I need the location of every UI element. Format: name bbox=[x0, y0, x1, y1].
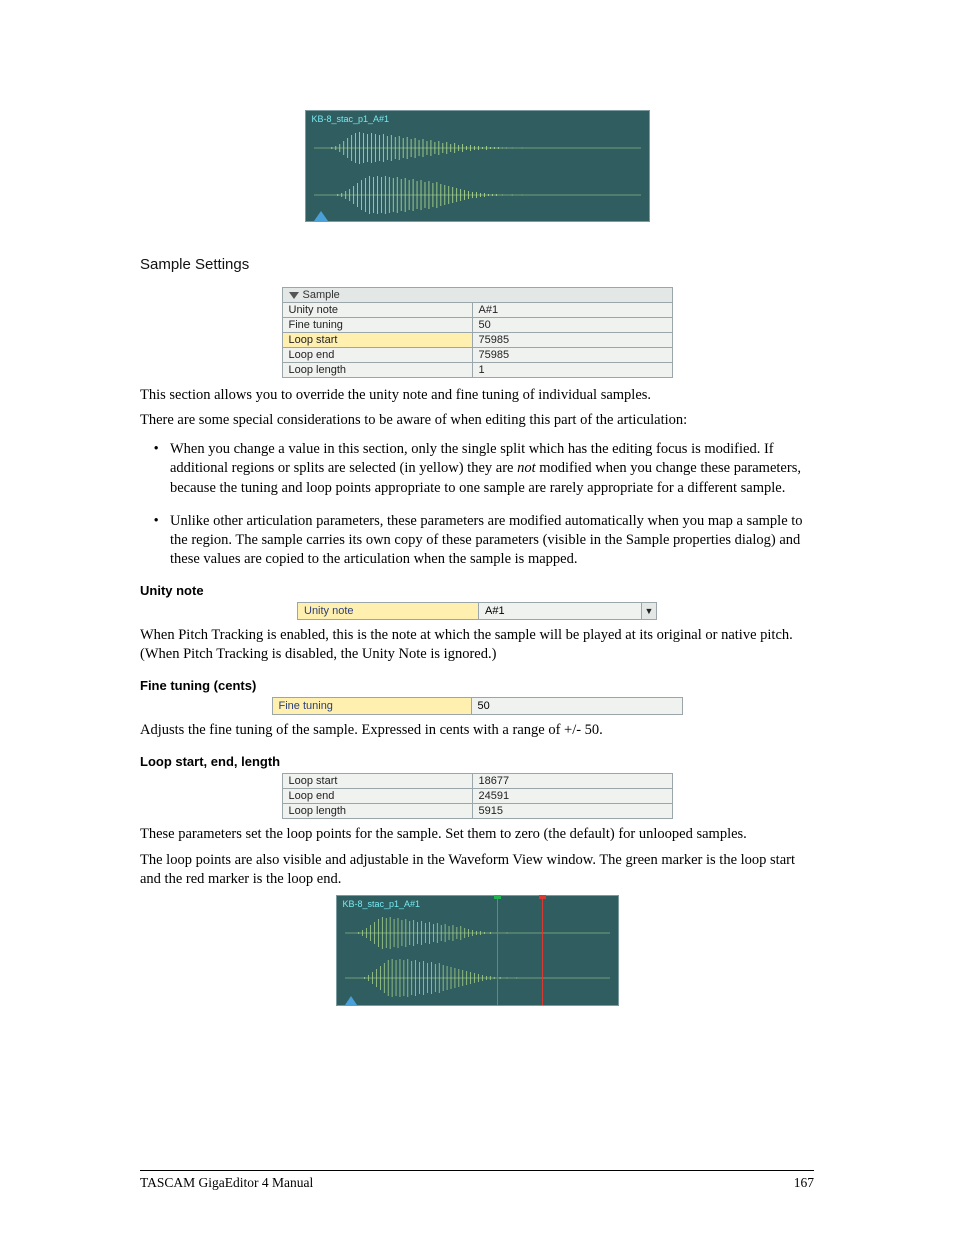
waveform-track-lower bbox=[345, 958, 610, 998]
loop-end-cap-icon bbox=[539, 895, 546, 899]
loop-row-value[interactable]: 5915 bbox=[472, 804, 672, 819]
collapse-triangle-icon[interactable] bbox=[289, 292, 299, 299]
waveform-track-upper bbox=[314, 131, 641, 165]
page-number: 167 bbox=[794, 1175, 814, 1191]
paragraph: The loop points are also visible and adj… bbox=[140, 851, 814, 889]
footer-title: TASCAM GigaEditor 4 Manual bbox=[140, 1175, 313, 1191]
sample-table-header-label: Sample bbox=[303, 289, 340, 301]
loop-start-marker[interactable] bbox=[497, 896, 498, 1005]
unity-note-widget: Unity note A#1 ▼ bbox=[297, 602, 657, 620]
loop-row-value[interactable]: 24591 bbox=[472, 789, 672, 804]
sample-row-value[interactable]: 75985 bbox=[472, 333, 672, 348]
bullet-item: When you change a value in this section,… bbox=[166, 440, 814, 497]
sample-row-label: Loop length bbox=[282, 363, 472, 378]
loop-row-label: Loop end bbox=[282, 789, 472, 804]
loop-row-label: Loop start bbox=[282, 774, 472, 789]
sample-row-label: Fine tuning bbox=[282, 318, 472, 333]
sample-row-value[interactable]: 75985 bbox=[472, 348, 672, 363]
loop-row-label: Loop length bbox=[282, 804, 472, 819]
unity-note-dropdown-button[interactable]: ▼ bbox=[642, 603, 657, 620]
loop-table: Loop start18677Loop end24591Loop length5… bbox=[282, 773, 673, 819]
bullet-list: When you change a value in this section,… bbox=[166, 440, 814, 569]
waveform-track-upper bbox=[345, 916, 610, 950]
playhead-marker-icon bbox=[345, 996, 357, 1005]
waveform-label: KB-8_stac_p1_A#1 bbox=[312, 114, 390, 124]
paragraph: These parameters set the loop points for… bbox=[140, 825, 814, 844]
sample-row-label: Loop start bbox=[282, 333, 472, 348]
fine-tuning-label: Fine tuning bbox=[272, 698, 471, 715]
page-footer: TASCAM GigaEditor 4 Manual 167 bbox=[140, 1170, 814, 1191]
sample-row-label: Loop end bbox=[282, 348, 472, 363]
section-heading-sample-settings: Sample Settings bbox=[140, 256, 814, 273]
loop-start-cap-icon bbox=[494, 895, 501, 899]
loop-end-marker[interactable] bbox=[542, 896, 543, 1005]
waveform-panel-bottom: KB-8_stac_p1_A#1 bbox=[336, 895, 619, 1006]
waveform-track-lower bbox=[314, 175, 641, 215]
bullet-item: Unlike other articulation parameters, th… bbox=[166, 512, 814, 569]
sample-row-label: Unity note bbox=[282, 303, 472, 318]
loop-row-value[interactable]: 18677 bbox=[472, 774, 672, 789]
waveform-label: KB-8_stac_p1_A#1 bbox=[343, 899, 421, 909]
subheading-fine-tuning: Fine tuning (cents) bbox=[140, 678, 814, 693]
sample-row-value[interactable]: A#1 bbox=[472, 303, 672, 318]
waveform-panel-top: KB-8_stac_p1_A#1 bbox=[305, 110, 650, 222]
sample-row-value[interactable]: 1 bbox=[472, 363, 672, 378]
paragraph: There are some special considerations to… bbox=[140, 411, 814, 430]
unity-note-value[interactable]: A#1 bbox=[479, 603, 642, 620]
playhead-marker-icon bbox=[314, 211, 328, 221]
sample-row-value[interactable]: 50 bbox=[472, 318, 672, 333]
unity-note-label: Unity note bbox=[298, 603, 479, 620]
sample-settings-table: Sample Unity noteA#1Fine tuning50Loop st… bbox=[282, 287, 673, 378]
paragraph: When Pitch Tracking is enabled, this is … bbox=[140, 626, 814, 664]
fine-tuning-widget: Fine tuning 50 bbox=[272, 697, 683, 715]
paragraph: This section allows you to override the … bbox=[140, 386, 814, 405]
paragraph: Adjusts the fine tuning of the sample. E… bbox=[140, 721, 814, 740]
fine-tuning-value[interactable]: 50 bbox=[471, 698, 682, 715]
subheading-loop: Loop start, end, length bbox=[140, 754, 814, 769]
subheading-unity-note: Unity note bbox=[140, 583, 814, 598]
sample-table-header[interactable]: Sample bbox=[282, 288, 672, 303]
